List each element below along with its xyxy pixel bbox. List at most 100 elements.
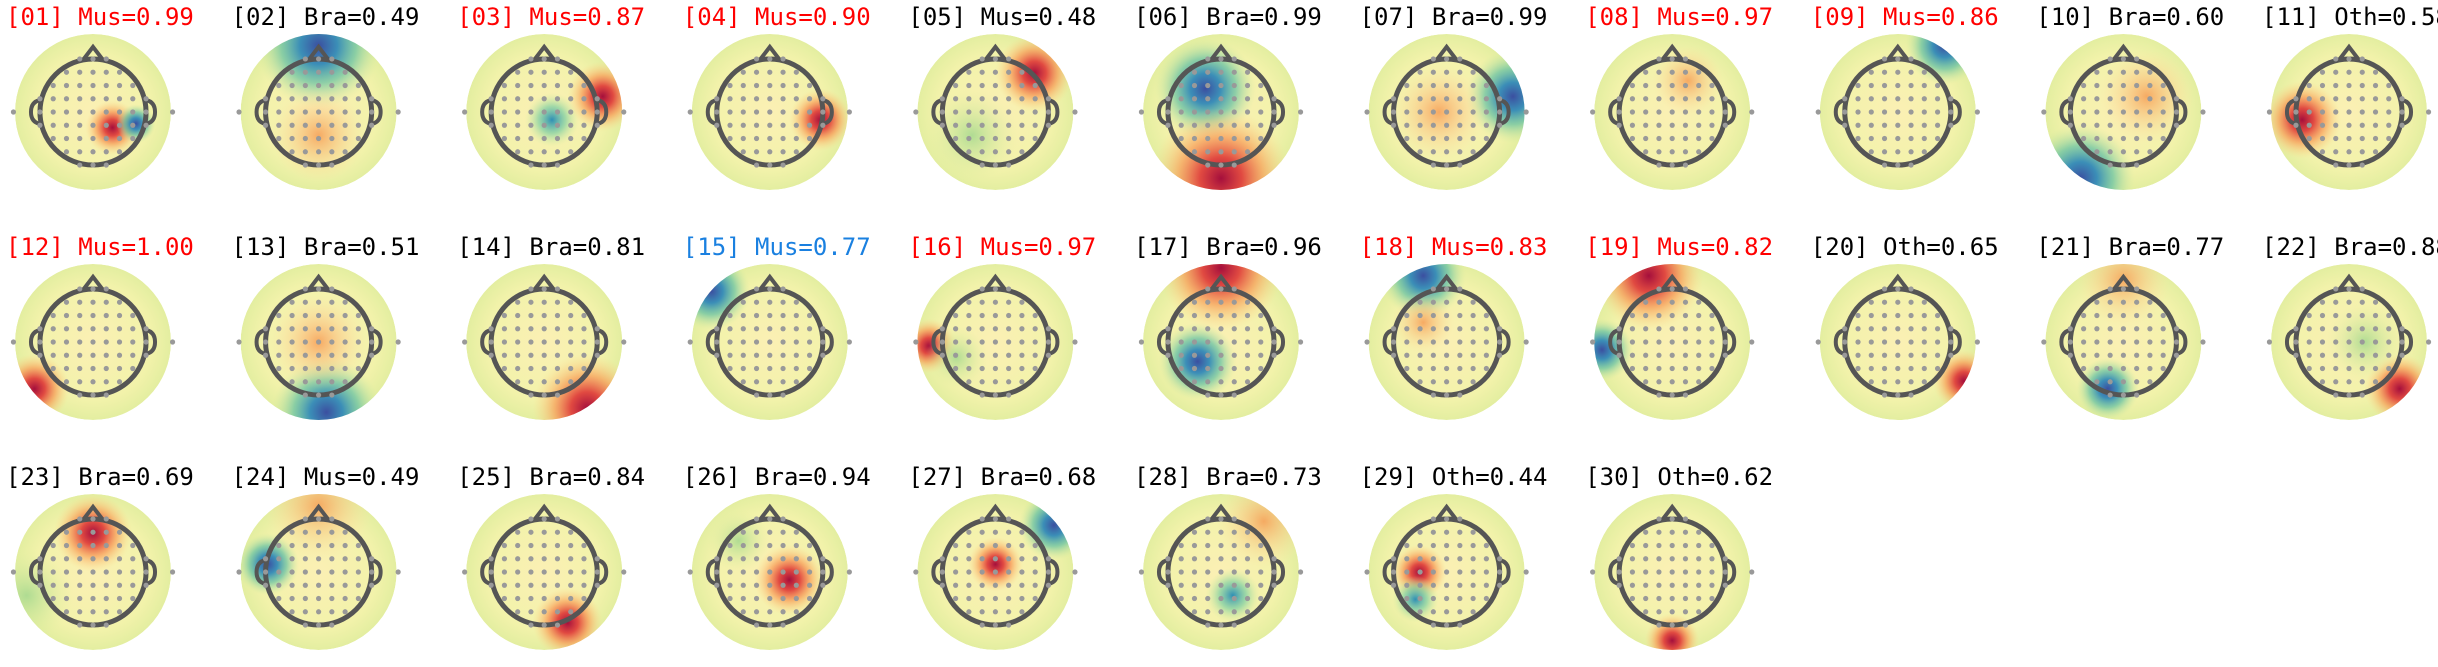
electrode [740,542,746,549]
electrode [2173,326,2180,332]
electrode [767,582,773,588]
electrode [581,326,587,332]
electrode [103,352,109,358]
electrode [515,529,521,535]
electrode [528,622,534,628]
electrode [1045,582,1052,588]
electrode [2386,312,2392,319]
electrode [753,622,760,628]
electrode [2346,109,2352,115]
electrode [1908,149,1914,155]
electrode [1457,609,1463,615]
electrode [1205,82,1211,89]
electrode [1218,595,1224,602]
electrode [979,392,985,398]
electrode [1483,556,1489,562]
electrode [1722,582,1728,588]
electrode [2386,82,2392,89]
electrode [1722,326,1728,332]
electrode [316,122,322,128]
electrode [515,595,521,602]
electrode [1444,392,1450,398]
electrode [1244,96,1251,102]
electrode [1444,162,1450,168]
electrode [793,542,799,549]
electrode [1430,352,1436,358]
electrode [753,542,760,549]
electrode [2173,109,2180,115]
ear [1724,328,1737,356]
electrode [554,56,561,62]
electrode [581,109,587,115]
electrode [342,299,348,305]
electrode [1895,379,1901,385]
electrode [1457,542,1463,549]
electrode [1165,326,1171,332]
electrode [90,516,96,522]
electrode [169,569,176,575]
electrode [767,516,773,522]
electrode [1934,365,1941,372]
electrode [1895,149,1901,155]
electrode [1483,312,1489,319]
electrode [793,82,799,89]
electrode [1444,529,1450,535]
electrode [2319,109,2326,115]
electrode [2333,339,2339,345]
electrode [2293,339,2299,345]
electrode [515,299,521,305]
electrode [316,69,322,75]
electrode [1244,569,1251,575]
electrode [2107,392,2113,398]
electrode [501,595,508,602]
electrode [1921,96,1927,102]
electrode [979,516,985,522]
electrode [355,569,361,575]
topomap [2045,34,2202,190]
electrode [1258,312,1264,319]
nose [758,43,782,62]
electrode [2067,109,2073,115]
electrode [1709,326,1715,332]
panel-label: [26] Bra=0.94 [683,463,871,491]
electrode [10,109,17,115]
electrode [1006,135,1012,142]
electrode [1417,109,1423,115]
electrode [979,299,985,305]
electrode [302,326,308,332]
electrode [528,312,534,319]
electrode [568,96,574,102]
electrode [302,339,308,345]
electrode [2067,96,2073,102]
electrode [1749,109,1755,115]
electrode [767,162,773,168]
electrode [1205,595,1211,602]
electrode [2160,312,2166,319]
electrode [1855,352,1861,358]
electrode [1696,582,1702,588]
electrode [1218,135,1224,142]
electrode [793,569,799,575]
electrode [727,569,733,575]
electrode [103,135,109,142]
electrode [820,569,826,575]
electrode [116,609,123,615]
electrode [793,352,799,358]
electrode [1815,339,1821,345]
electrode [740,609,746,615]
electrode [1696,135,1702,142]
electrode [1178,135,1184,142]
electrode [2319,299,2326,305]
electrode [1457,622,1463,628]
electrode [1629,312,1636,319]
electrode [1497,326,1503,332]
electrode [1404,326,1410,332]
electrode [63,326,70,332]
electrode [1709,569,1715,575]
electrode [2081,339,2087,345]
electrode [342,82,348,89]
electrode [1271,96,1277,102]
electrode [1430,109,1436,115]
electrode [116,379,123,385]
electrode [2107,312,2113,319]
